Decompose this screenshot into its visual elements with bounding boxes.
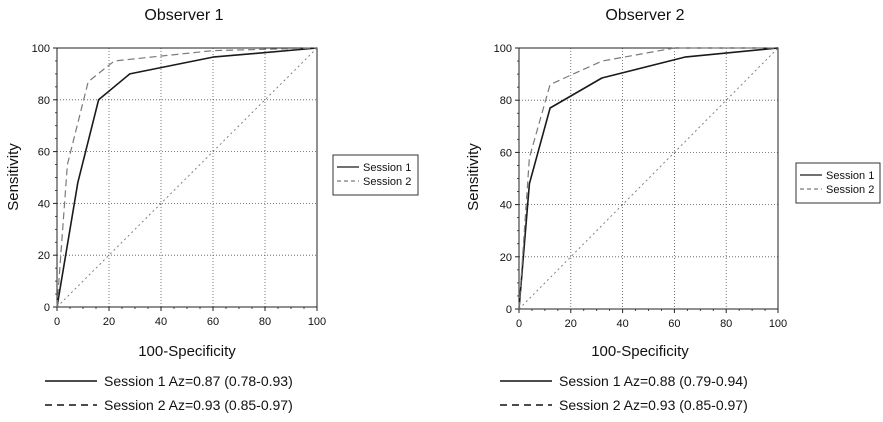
- x-tick-label: 60: [668, 318, 680, 330]
- az-annotation: Session 2 Az=0.93 (0.85-0.97): [559, 397, 748, 413]
- legend: Session 1 Session 2: [332, 154, 419, 196]
- x-tick-label: 20: [103, 316, 115, 328]
- y-tick-label: 0: [44, 302, 50, 314]
- legend-entry: Session 2: [363, 176, 411, 188]
- x-tick-label: 40: [155, 316, 167, 328]
- series-line-session-2: [518, 47, 778, 310]
- y-tick-label: 60: [500, 147, 512, 159]
- chart-panel-1: Observer 1 0 20 40 60 80 100 0 20 40 60 80 100 100-Sp…: [5, 7, 419, 413]
- series-line-session-2: [56, 47, 318, 308]
- y-axis-label: Sensitivity: [5, 143, 22, 211]
- y-tick-label: 20: [38, 250, 50, 262]
- x-axis-label: 100-Specificity: [138, 343, 236, 360]
- y-tick-label: 80: [38, 95, 50, 107]
- az-annotation: Session 1 Az=0.87 (0.78-0.93): [104, 373, 293, 389]
- legend-entry: Session 1: [363, 162, 411, 174]
- legend-entry: Session 1: [826, 170, 874, 182]
- series-line-session-1: [56, 47, 318, 308]
- x-tick-label: 80: [720, 318, 732, 330]
- legend-box: [332, 154, 419, 196]
- y-tick-label: 0: [506, 304, 512, 316]
- x-tick-label: 100: [769, 318, 787, 330]
- y-tick-label: 100: [32, 43, 50, 55]
- legend-entry: Session 2: [826, 184, 874, 196]
- chart-panel-2: Observer 2 0 20 40 60 80 100 0 20 40 60 80 100 100-Sp…: [465, 7, 881, 413]
- x-tick-label: 80: [259, 316, 271, 328]
- y-tick-label: 40: [38, 198, 50, 210]
- y-tick-label: 20: [500, 252, 512, 264]
- az-annotation: Session 1 Az=0.88 (0.79-0.94): [559, 373, 748, 389]
- series-line-session-1: [518, 47, 779, 310]
- y-tick-label: 40: [500, 200, 512, 212]
- legend: Session 1 Session 2: [795, 162, 881, 204]
- chart-title: Observer 1: [144, 7, 223, 24]
- y-tick-label: 80: [500, 95, 512, 107]
- x-tick-label: 0: [516, 318, 522, 330]
- x-tick-label: 60: [207, 316, 219, 328]
- x-tick-label: 0: [54, 316, 60, 328]
- x-axis-label: 100-Specificity: [591, 343, 689, 360]
- chart-title: Observer 2: [605, 7, 684, 24]
- y-tick-label: 60: [38, 147, 50, 159]
- legend-box: [795, 162, 881, 204]
- x-tick-label: 40: [616, 318, 628, 330]
- y-axis-label: Sensitivity: [465, 143, 482, 211]
- reference-diagonal: [56, 47, 318, 308]
- x-tick-label: 20: [565, 318, 577, 330]
- az-annotation: Session 2 Az=0.93 (0.85-0.97): [104, 397, 293, 413]
- y-tick-label: 100: [494, 43, 512, 55]
- reference-diagonal: [518, 47, 779, 310]
- x-tick-label: 100: [308, 316, 326, 328]
